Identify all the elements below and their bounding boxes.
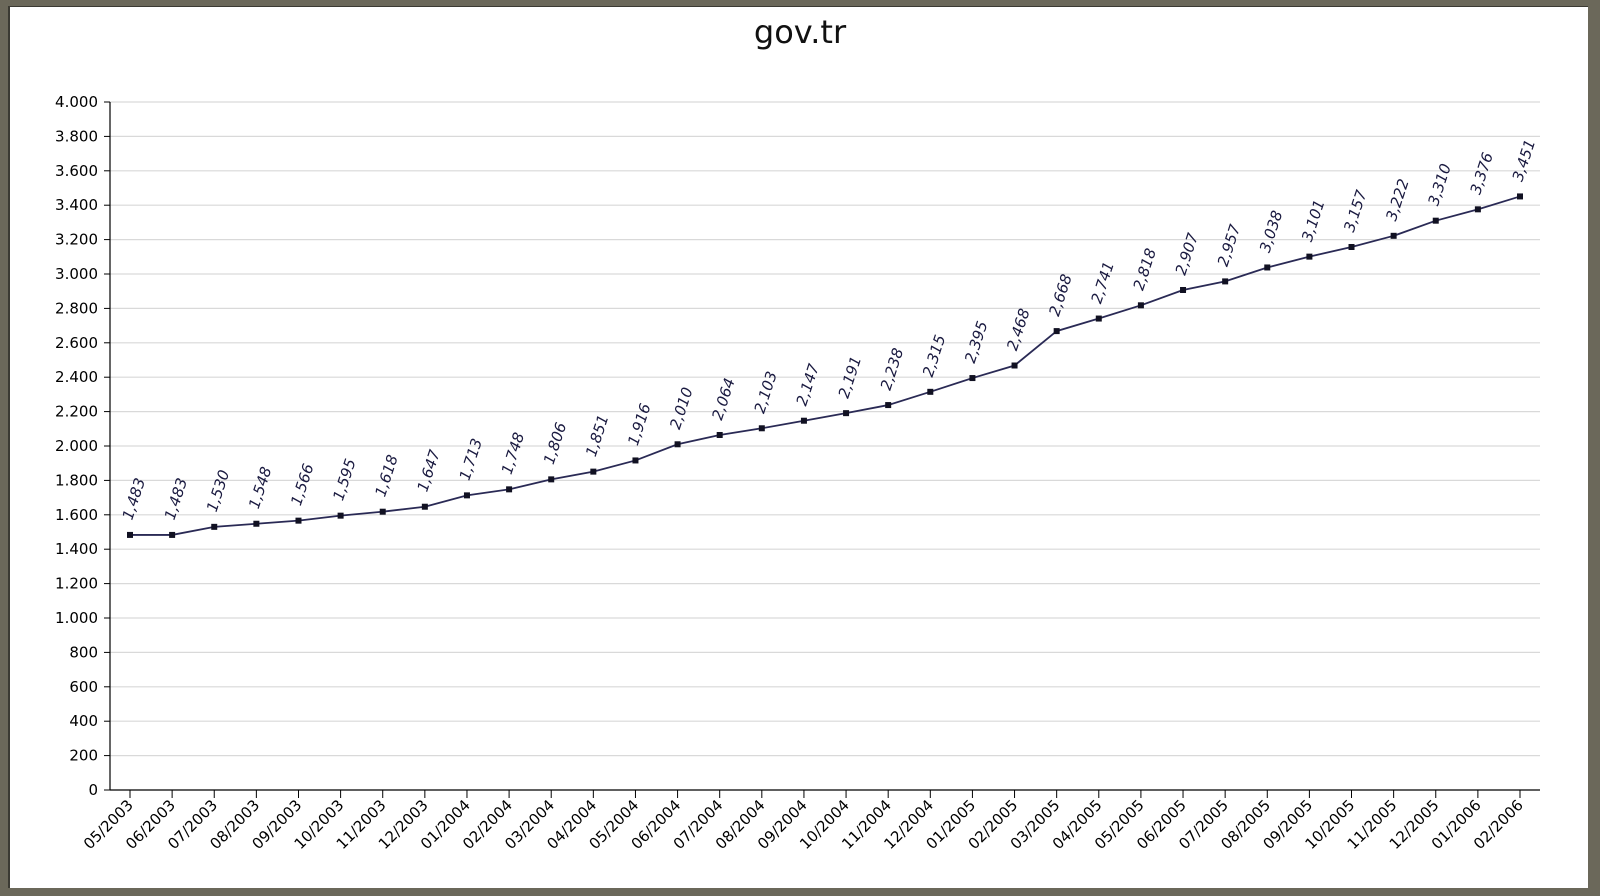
y-tick-label: 0 [88, 781, 98, 799]
data-label: 3,376 [1467, 150, 1497, 196]
y-tick-label: 3.400 [55, 196, 98, 214]
data-label: 1,748 [498, 430, 528, 476]
y-tick-label: 2.800 [55, 299, 98, 317]
data-label: 3,038 [1256, 208, 1286, 254]
y-tick-label: 2.400 [55, 368, 98, 386]
data-label: 1,713 [456, 436, 486, 482]
chart-title: gov.tr [753, 13, 847, 51]
data-point [758, 425, 765, 432]
data-point [885, 402, 892, 409]
data-labels: 1,483 1,483 1,530 1,548 1,566 1,595 1,618 1,647… [119, 137, 1539, 522]
data-point [1180, 286, 1187, 293]
data-label: 3,310 [1424, 162, 1454, 208]
data-label: 2,064 [708, 376, 738, 422]
y-tick-label: 1.600 [55, 506, 98, 524]
data-point [800, 417, 807, 424]
chart-panel: gov.tr 0 200 400 600 800 1.000 1.200 1.400 1.600… [8, 6, 1588, 888]
data-label: 2,668 [1045, 272, 1075, 318]
data-point [379, 508, 386, 515]
data-points [127, 193, 1523, 538]
data-point [1432, 217, 1439, 224]
y-tick-label: 4.000 [55, 93, 98, 111]
y-tick-label: 2.000 [55, 437, 98, 455]
data-label: 1,548 [245, 465, 275, 511]
data-label: 2,010 [666, 385, 696, 431]
y-tick-label: 1.400 [55, 540, 98, 558]
data-label: 2,818 [1130, 246, 1160, 292]
y-tick-label: 200 [69, 747, 98, 765]
data-point [1053, 328, 1060, 335]
line-chart: 0 200 400 600 800 1.000 1.200 1.400 1.600 1.800 2.… [55, 93, 1540, 853]
data-point [1095, 315, 1102, 322]
data-point [1222, 278, 1229, 285]
data-label: 2,103 [751, 369, 781, 415]
x-axis-ticks: 05/200306/200307/200308/200309/200310/20… [80, 790, 1527, 853]
data-point [1306, 253, 1313, 260]
y-tick-label: 3.600 [55, 162, 98, 180]
data-label: 1,595 [329, 456, 359, 502]
data-label: 3,101 [1298, 197, 1328, 243]
data-point [253, 520, 260, 527]
data-point [548, 476, 555, 483]
data-point [1011, 362, 1018, 369]
y-tick-label: 800 [69, 643, 98, 661]
data-label: 1,618 [371, 453, 401, 499]
data-point [1348, 243, 1355, 250]
data-point [632, 457, 639, 464]
data-point [463, 492, 470, 499]
data-label: 1,647 [414, 447, 445, 494]
y-axis-ticks: 0 200 400 600 800 1.000 1.200 1.400 1.600 1.800 2.… [55, 93, 110, 799]
data-label: 3,451 [1509, 137, 1539, 183]
data-point [506, 486, 513, 493]
data-label: 3,222 [1382, 177, 1412, 223]
data-point [590, 468, 597, 475]
data-point [969, 375, 976, 382]
data-label: 2,238 [877, 346, 907, 392]
data-label: 2,907 [1172, 230, 1203, 277]
data-point [1390, 232, 1397, 239]
data-point [927, 388, 934, 395]
data-label: 1,806 [540, 420, 570, 466]
data-point [211, 523, 218, 530]
data-point [843, 410, 850, 417]
data-point [337, 512, 344, 519]
data-point [1264, 264, 1271, 271]
y-tick-label: 1.800 [55, 471, 98, 489]
data-point [295, 517, 302, 524]
data-label: 2,315 [919, 333, 949, 379]
data-point [1137, 302, 1144, 309]
data-label: 2,741 [1087, 259, 1117, 305]
y-tick-label: 2.200 [55, 403, 98, 421]
y-tick-label: 2.600 [55, 334, 98, 352]
data-label: 1,916 [624, 401, 654, 447]
data-label: 2,957 [1214, 222, 1245, 269]
data-point [421, 503, 428, 510]
data-point [1474, 206, 1481, 213]
data-point [1517, 193, 1523, 200]
y-tick-label: 400 [69, 712, 98, 730]
data-label: 1,566 [287, 461, 317, 507]
y-tick-label: 600 [69, 678, 98, 696]
data-label: 2,468 [1003, 306, 1033, 352]
data-label: 2,395 [961, 319, 991, 365]
y-tick-label: 3.000 [55, 265, 98, 283]
data-label: 1,530 [203, 468, 233, 514]
y-tick-label: 1.200 [55, 575, 98, 593]
gridlines [110, 101, 1540, 757]
y-tick-label: 3.800 [55, 127, 98, 145]
data-label: 3,157 [1340, 187, 1371, 234]
data-label: 1,851 [582, 412, 612, 458]
data-label: 2,147 [793, 361, 824, 408]
data-point [674, 441, 681, 448]
data-point [169, 531, 176, 538]
y-tick-label: 3.200 [55, 231, 98, 249]
data-point [127, 531, 133, 538]
data-point [716, 431, 723, 438]
y-tick-label: 1.000 [55, 609, 98, 627]
series-line [130, 195, 1521, 536]
